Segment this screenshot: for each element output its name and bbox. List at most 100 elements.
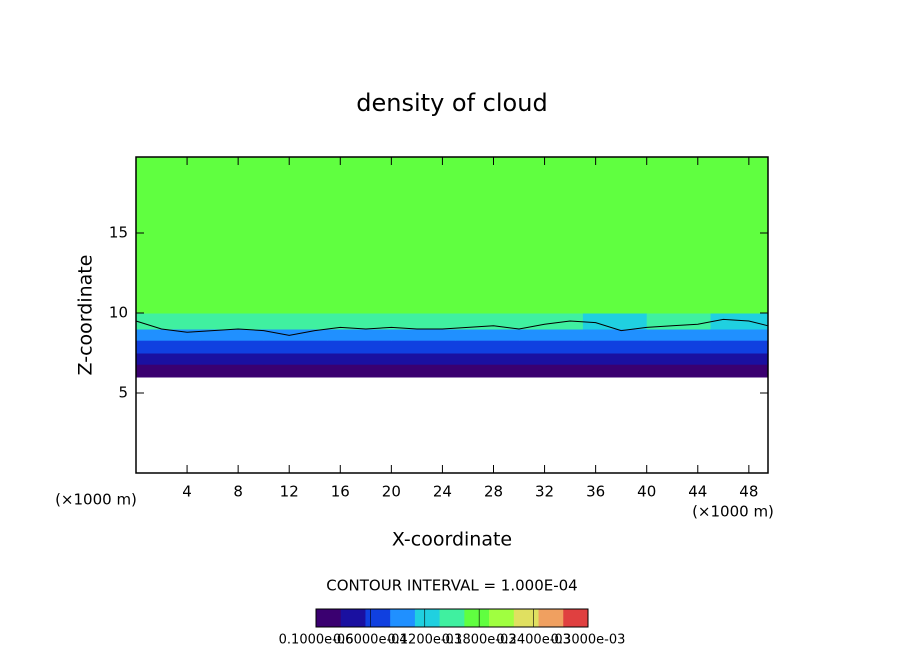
colorbar-tick-label: 0.1800e-03 bbox=[442, 633, 517, 648]
y-tick-label: 15 bbox=[109, 224, 128, 242]
heat-cell bbox=[136, 340, 201, 354]
heat-cell bbox=[519, 157, 584, 314]
heat-cell bbox=[646, 340, 712, 354]
heat-cell bbox=[263, 353, 329, 365]
heat-cell bbox=[327, 353, 392, 365]
heat-cell bbox=[646, 157, 712, 314]
heat-cell bbox=[263, 329, 329, 341]
x-tick-label: 36 bbox=[586, 483, 605, 501]
heat-cell bbox=[327, 157, 392, 314]
colorbar-tick-label: 0.2400e-03 bbox=[496, 633, 571, 648]
contour-line bbox=[135, 318, 769, 336]
x-tick-label: 48 bbox=[739, 483, 758, 501]
heat-cell bbox=[136, 353, 201, 365]
heat-cell bbox=[455, 353, 520, 365]
x-tick-label: 20 bbox=[382, 483, 401, 501]
heat-cell bbox=[646, 353, 712, 365]
heat-cell bbox=[455, 364, 520, 378]
heat-cell bbox=[263, 313, 329, 330]
heat-cell bbox=[582, 329, 648, 341]
heat-cell bbox=[519, 313, 584, 330]
heat-cell bbox=[199, 364, 265, 378]
heat-cell bbox=[582, 364, 648, 378]
y-unit: (×1000 m) bbox=[55, 491, 137, 509]
heat-cell bbox=[455, 329, 520, 341]
heat-cell bbox=[646, 364, 712, 378]
heat-cell bbox=[263, 364, 329, 378]
colorbar-swatch bbox=[489, 609, 515, 627]
heat-cell bbox=[710, 157, 769, 314]
x-axis-label: X-coordinate bbox=[392, 529, 512, 551]
heat-cell bbox=[391, 340, 456, 354]
colorbar-swatch bbox=[513, 609, 539, 627]
heat-cell bbox=[710, 329, 769, 341]
x-tick-label: 40 bbox=[637, 483, 656, 501]
colorbar-swatch bbox=[316, 609, 342, 627]
colorbar-swatch bbox=[563, 609, 589, 627]
heat-cell bbox=[519, 340, 584, 354]
y-tick-label: 5 bbox=[118, 384, 128, 402]
colorbar-swatch bbox=[439, 609, 465, 627]
heat-cell bbox=[582, 353, 648, 365]
heat-cell bbox=[391, 353, 456, 365]
colorbar-tick-label: 0.1000e-06 bbox=[279, 633, 354, 648]
heat-cell bbox=[455, 313, 520, 330]
heat-cell bbox=[199, 329, 265, 341]
chart-title: density of cloud bbox=[356, 89, 547, 117]
x-unit: (×1000 m) bbox=[692, 503, 774, 521]
heat-cell bbox=[199, 353, 265, 365]
heat-cell bbox=[582, 313, 648, 330]
heat-cell bbox=[519, 329, 584, 341]
heat-cell bbox=[327, 340, 392, 354]
heat-cell bbox=[327, 313, 392, 330]
colorbar-tick-label: 0.6000e-04 bbox=[333, 633, 408, 648]
x-tick-label: 16 bbox=[331, 483, 350, 501]
x-tick-label: 44 bbox=[688, 483, 707, 501]
colorbar-swatch bbox=[414, 609, 440, 627]
colorbar-swatch bbox=[464, 609, 490, 627]
y-tick-label: 10 bbox=[109, 304, 128, 322]
x-tick-label: 28 bbox=[484, 483, 503, 501]
heat-cell bbox=[519, 353, 584, 365]
heat-cell bbox=[646, 313, 712, 330]
colorbar-swatch bbox=[340, 609, 366, 627]
heat-cell bbox=[136, 313, 201, 330]
heat-cell bbox=[327, 364, 392, 378]
heat-cell bbox=[391, 157, 456, 314]
heat-cell bbox=[136, 329, 201, 341]
colorbar-tick-label: 0.3000e-03 bbox=[551, 633, 626, 648]
colorbar-swatch bbox=[365, 609, 391, 627]
colorbar-swatch bbox=[538, 609, 564, 627]
x-tick-label: 4 bbox=[182, 483, 192, 501]
x-tick-label: 8 bbox=[233, 483, 243, 501]
heat-cell bbox=[391, 313, 456, 330]
heat-cell bbox=[391, 364, 456, 378]
heat-cell bbox=[710, 313, 769, 330]
contour-interval: CONTOUR INTERVAL = 1.000E-04 bbox=[326, 577, 577, 595]
heat-cell bbox=[263, 157, 329, 314]
heat-cell bbox=[582, 157, 648, 314]
heat-cell bbox=[455, 157, 520, 314]
heat-cell bbox=[391, 329, 456, 341]
heat-cell bbox=[646, 329, 712, 341]
x-tick-label: 24 bbox=[433, 483, 452, 501]
x-tick-label: 12 bbox=[280, 483, 299, 501]
heat-cell bbox=[455, 340, 520, 354]
heat-cell bbox=[710, 353, 769, 365]
heat-cell bbox=[263, 340, 329, 354]
heat-cell bbox=[199, 340, 265, 354]
colorbar-tick-label: 0.1200e-03 bbox=[387, 633, 462, 648]
heat-cell bbox=[582, 340, 648, 354]
x-tick-label: 32 bbox=[535, 483, 554, 501]
heat-cell bbox=[519, 364, 584, 378]
heat-cell bbox=[199, 157, 265, 314]
heat-cell bbox=[199, 313, 265, 330]
heat-cell bbox=[327, 329, 392, 341]
heat-cell bbox=[136, 364, 201, 378]
heat-cell bbox=[136, 157, 201, 314]
y-axis-label: Z-coordinate bbox=[75, 255, 97, 376]
colorbar-swatch bbox=[390, 609, 416, 627]
plot-frame bbox=[135, 156, 769, 474]
heat-cell bbox=[710, 340, 769, 354]
